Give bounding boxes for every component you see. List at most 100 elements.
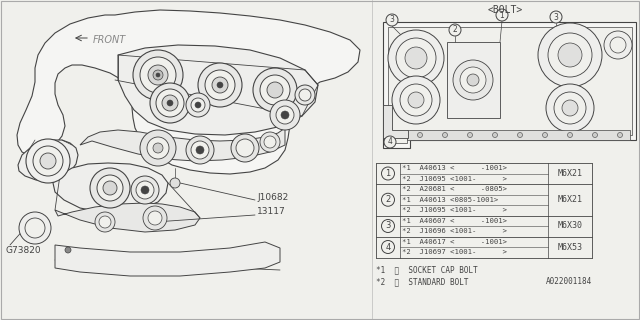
Circle shape <box>33 146 63 176</box>
Polygon shape <box>383 105 408 138</box>
Text: M6X21: M6X21 <box>557 195 582 204</box>
Text: *2  J10695 <1001-      >: *2 J10695 <1001- > <box>402 207 507 213</box>
Circle shape <box>460 67 486 93</box>
Circle shape <box>196 146 204 154</box>
Text: *1  Ⓢ  SOCKET CAP BOLT: *1 Ⓢ SOCKET CAP BOLT <box>376 266 477 275</box>
Circle shape <box>148 211 162 225</box>
Circle shape <box>493 132 497 138</box>
Text: *1  A40607 <      -1001>: *1 A40607 < -1001> <box>402 218 507 224</box>
Polygon shape <box>388 27 632 143</box>
Circle shape <box>170 178 180 188</box>
Circle shape <box>99 216 111 228</box>
Circle shape <box>562 100 578 116</box>
Text: *2  J10695 <1001-      >: *2 J10695 <1001- > <box>402 176 507 182</box>
Circle shape <box>198 63 242 107</box>
Text: G73820: G73820 <box>5 246 40 255</box>
Circle shape <box>140 57 176 93</box>
Polygon shape <box>55 242 280 276</box>
Circle shape <box>408 92 424 108</box>
Polygon shape <box>17 10 360 174</box>
Text: FRONT: FRONT <box>93 35 126 45</box>
Circle shape <box>40 153 56 169</box>
Circle shape <box>546 84 594 132</box>
Circle shape <box>65 247 71 253</box>
Circle shape <box>538 23 602 87</box>
Circle shape <box>299 89 311 101</box>
Circle shape <box>162 95 178 111</box>
Polygon shape <box>383 22 636 148</box>
Circle shape <box>25 218 45 238</box>
Text: 13117: 13117 <box>257 207 285 217</box>
Circle shape <box>191 141 209 159</box>
Circle shape <box>167 100 173 106</box>
Circle shape <box>156 73 160 77</box>
Text: *1  A40613 <      -1001>: *1 A40613 < -1001> <box>402 165 507 171</box>
Circle shape <box>143 206 167 230</box>
Circle shape <box>133 50 183 100</box>
Circle shape <box>618 132 623 138</box>
Circle shape <box>405 47 427 69</box>
Text: *2  J10696 <1001-      >: *2 J10696 <1001- > <box>402 228 507 234</box>
Circle shape <box>496 9 508 21</box>
Polygon shape <box>18 140 78 180</box>
Circle shape <box>554 92 586 124</box>
Circle shape <box>384 136 396 148</box>
Text: 2: 2 <box>385 195 390 204</box>
Circle shape <box>153 143 163 153</box>
Text: *2  Ⓥ  STANDARD BOLT: *2 Ⓥ STANDARD BOLT <box>376 277 468 286</box>
Polygon shape <box>80 128 285 161</box>
Circle shape <box>264 136 276 148</box>
Circle shape <box>381 193 394 206</box>
Circle shape <box>140 130 176 166</box>
Text: *2  A20681 <      -0805>: *2 A20681 < -0805> <box>402 186 507 192</box>
Text: 4: 4 <box>388 138 392 147</box>
Text: *2  J10697 <1001-      >: *2 J10697 <1001- > <box>402 249 507 255</box>
Polygon shape <box>447 42 500 118</box>
Circle shape <box>217 82 223 88</box>
Circle shape <box>97 175 123 201</box>
Circle shape <box>276 106 294 124</box>
Circle shape <box>388 30 444 86</box>
Circle shape <box>453 60 493 100</box>
Circle shape <box>19 212 51 244</box>
Circle shape <box>449 24 461 36</box>
Circle shape <box>518 132 522 138</box>
Circle shape <box>156 89 184 117</box>
Circle shape <box>186 136 214 164</box>
Circle shape <box>153 70 163 80</box>
Text: M6X21: M6X21 <box>557 169 582 178</box>
Circle shape <box>593 132 598 138</box>
Circle shape <box>467 132 472 138</box>
Circle shape <box>212 77 228 93</box>
Text: 3: 3 <box>385 221 390 230</box>
Polygon shape <box>407 130 630 140</box>
Text: *1  A40613 <0805-1001>: *1 A40613 <0805-1001> <box>402 197 499 203</box>
Circle shape <box>381 167 394 180</box>
Circle shape <box>381 241 394 253</box>
Circle shape <box>95 212 115 232</box>
Circle shape <box>236 139 254 157</box>
Circle shape <box>131 176 159 204</box>
Circle shape <box>267 82 283 98</box>
Circle shape <box>141 186 149 194</box>
Circle shape <box>186 93 210 117</box>
Text: 1: 1 <box>500 11 504 20</box>
Circle shape <box>392 76 440 124</box>
Circle shape <box>231 134 259 162</box>
Circle shape <box>90 168 130 208</box>
Text: 2: 2 <box>452 26 458 35</box>
Circle shape <box>417 132 422 138</box>
Circle shape <box>103 181 117 195</box>
Circle shape <box>150 83 190 123</box>
Polygon shape <box>55 203 200 232</box>
Circle shape <box>610 37 626 53</box>
Text: M6X30: M6X30 <box>557 221 582 230</box>
Circle shape <box>270 100 300 130</box>
Text: *1  A40617 <      -1001>: *1 A40617 < -1001> <box>402 239 507 245</box>
Text: <BOLT>: <BOLT> <box>488 5 523 15</box>
Polygon shape <box>118 45 318 135</box>
Circle shape <box>205 70 235 100</box>
Circle shape <box>550 11 562 23</box>
Text: 3: 3 <box>554 12 559 21</box>
Circle shape <box>467 74 479 86</box>
